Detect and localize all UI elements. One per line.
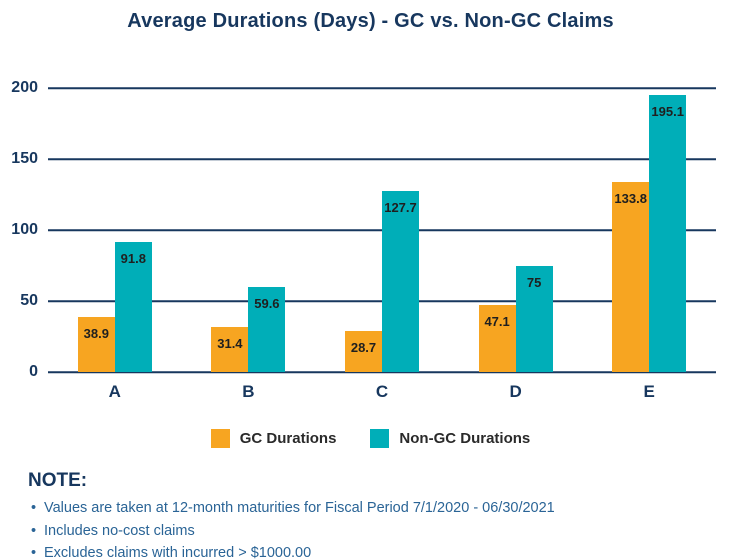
note-heading: NOTE: [28, 470, 88, 491]
x-axis-category-label: C [375, 382, 389, 401]
x-axis-category-label: D [509, 382, 522, 401]
bar-non-gc-c: 127.7 [382, 190, 419, 372]
bar-value-label: 195.1 [651, 103, 684, 119]
y-axis-tick-label: 0 [29, 363, 38, 380]
x-axis-category-label: B [242, 382, 255, 401]
gridline [48, 87, 716, 89]
y-axis-tick-label: 150 [11, 150, 38, 167]
bar-gc-c: 28.7 [345, 331, 382, 372]
x-axis-category-label: E [643, 382, 655, 401]
y-axis-tick-label: 50 [20, 292, 38, 309]
bar-non-gc-d: 75 [515, 265, 553, 372]
x-axis-category-label: A [108, 382, 121, 401]
y-axis-tick-label: 100 [11, 221, 38, 238]
gridline [48, 371, 716, 373]
y-axis-tick-label: 200 [11, 79, 38, 96]
note-list: Values are taken at 12-month maturities … [28, 497, 555, 560]
legend: GC Durations Non-GC Durations [0, 429, 741, 448]
legend-label-non-gc-durations: Non-GC Durations [399, 430, 531, 447]
bar-non-gc-a: 91.8 [114, 241, 152, 372]
bar-gc-d: 47.1 [478, 305, 516, 372]
note-bullet: Includes no-cost claims [31, 520, 555, 543]
gridline [48, 158, 716, 160]
legend-item-non-gc-durations: Non-GC Durations [370, 429, 530, 448]
bar-value-label: 38.9 [83, 325, 109, 341]
bar-value-label: 28.7 [350, 340, 377, 356]
note-section: NOTE: Values are taken at 12-month matur… [28, 470, 555, 560]
bar-value-label: 91.8 [120, 250, 146, 266]
legend-swatch-gc-durations [210, 429, 230, 448]
note-bullet: Excludes claims with incurred > $1000.00 [31, 542, 555, 560]
bar-gc-e: 133.8 [612, 182, 650, 372]
legend-swatch-non-gc-durations [370, 429, 390, 448]
plot-area: 0 50 100 150 200 38.9 91.8 A 31.4 59.6 B 28.7 127.7 C… [11, 79, 716, 401]
bar-value-label: 127.7 [384, 199, 417, 215]
bar-gc-a: 38.9 [77, 316, 115, 372]
bar-value-label: 133.8 [614, 191, 647, 207]
bar-value-label: 59.6 [254, 296, 280, 312]
bar-value-label: 31.4 [217, 336, 243, 352]
legend-item-gc-durations: GC Durations [210, 429, 337, 448]
bar-value-label: 47.1 [484, 314, 510, 330]
chart-title: Average Durations (Days) - GC vs. Non-GC… [127, 10, 614, 32]
legend-label-gc-durations: GC Durations [239, 430, 337, 447]
bar-non-gc-b: 59.6 [248, 287, 286, 372]
bar-gc-b: 31.4 [211, 327, 249, 372]
note-bullet: Values are taken at 12-month maturities … [31, 497, 555, 520]
bar-non-gc-e: 195.1 [649, 94, 687, 372]
bar-value-label: 75 [526, 274, 542, 290]
